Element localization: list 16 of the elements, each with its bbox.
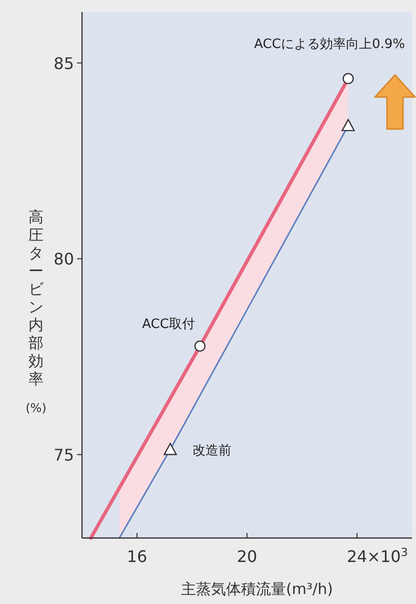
point: [164, 442, 177, 456]
x-tick-label: 20: [236, 547, 258, 566]
text: 高圧タービン内部効率(%): [26, 208, 46, 415]
x-axis-title: 主蒸気体積流量(m³/h): [181, 580, 333, 598]
point: [194, 340, 206, 352]
x-tick-label: 24: [346, 547, 368, 566]
y-tick-label: 75: [54, 446, 74, 465]
text: ×10$^{3}$: [367, 546, 408, 566]
point: [342, 72, 354, 84]
point: [342, 118, 355, 132]
series-label: 改造前: [192, 443, 232, 458]
series-label: ACC取付: [142, 317, 195, 332]
y-tick-label: 85: [54, 54, 74, 73]
y-tick-label: 80: [54, 250, 74, 269]
annotation: ACCによる効率向上0.9%: [254, 36, 405, 52]
x-tick-label: 16: [126, 547, 148, 566]
